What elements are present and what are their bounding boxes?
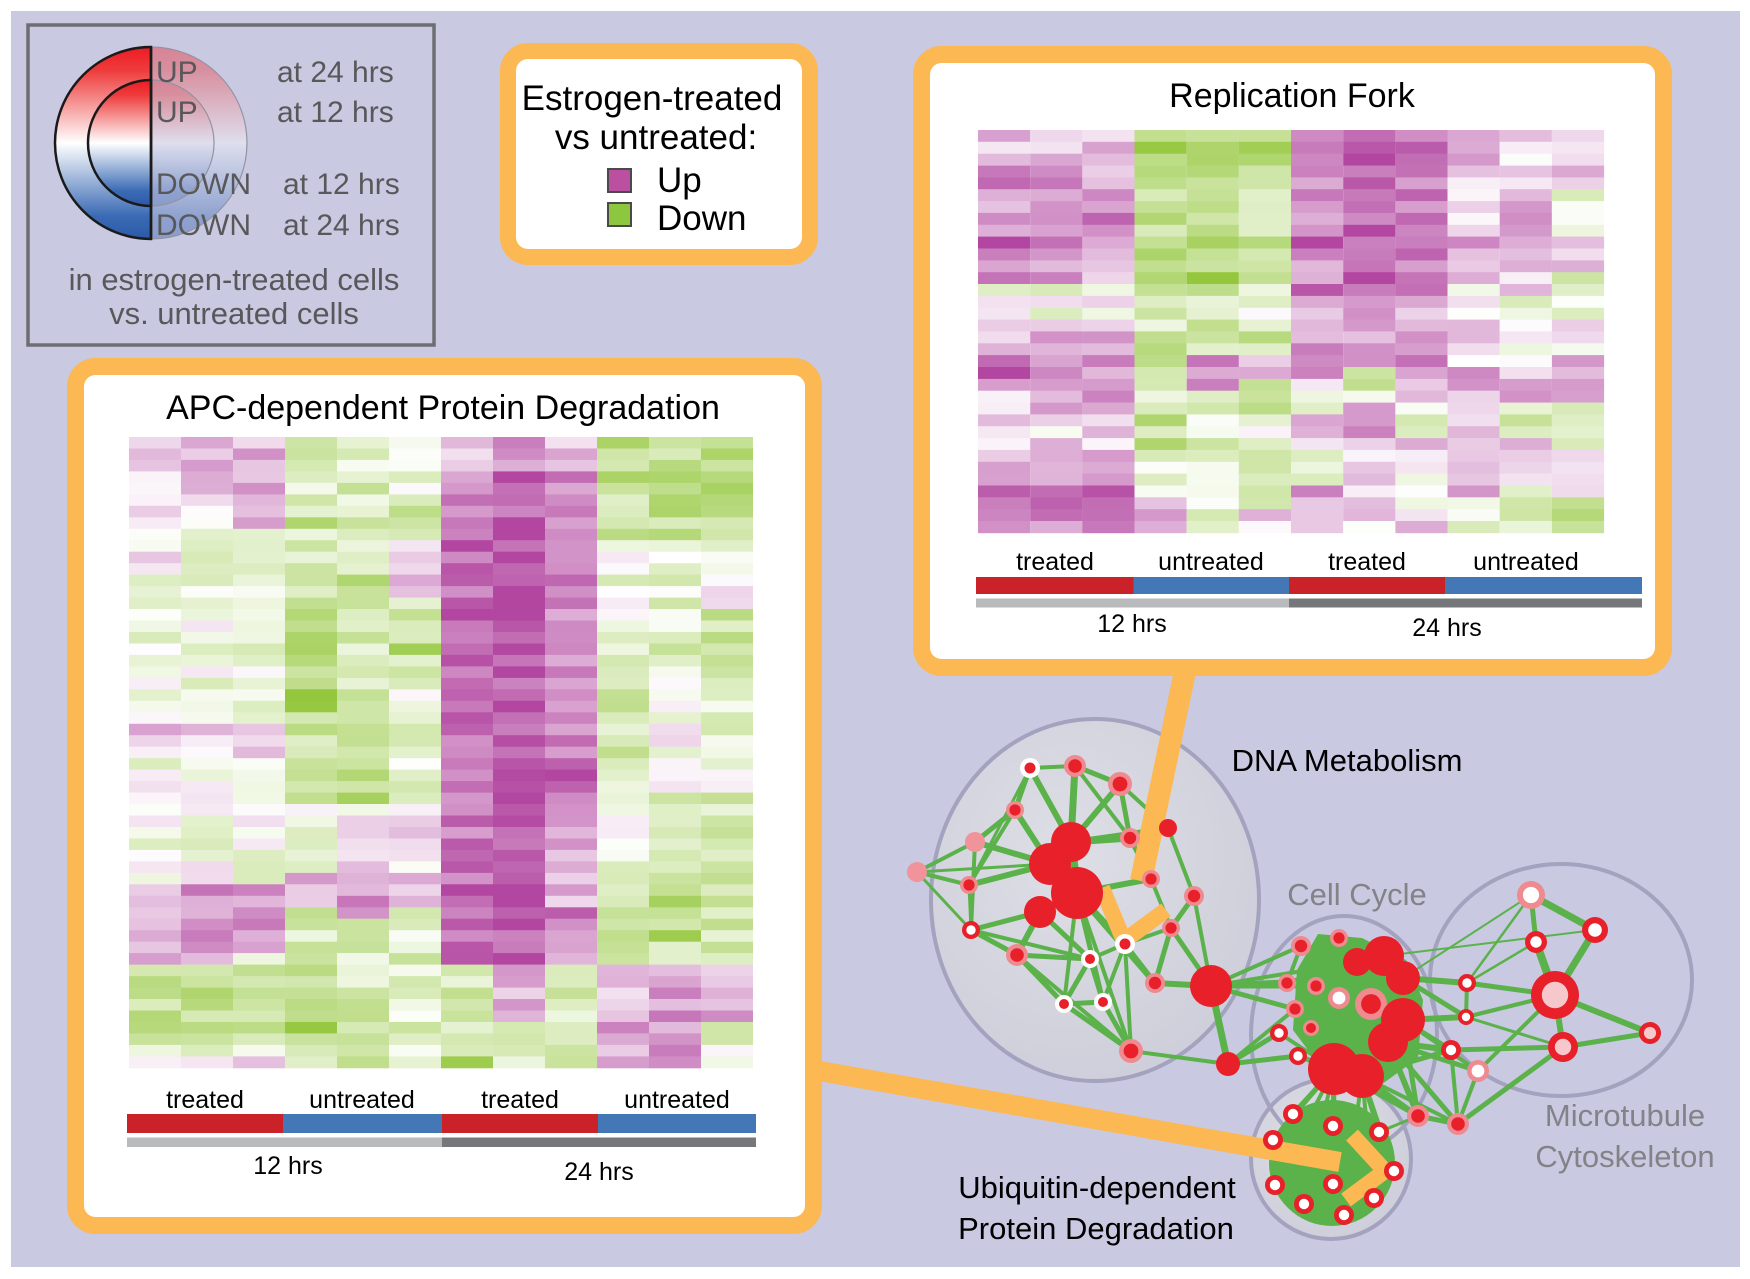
svg-text:24 hrs: 24 hrs (564, 1158, 633, 1186)
svg-text:Estrogen-treated: Estrogen-treated (522, 79, 783, 118)
svg-text:untreated: untreated (624, 1086, 730, 1114)
svg-text:APC-dependent Protein Degradat: APC-dependent Protein Degradation (166, 389, 720, 427)
svg-text:Up: Up (657, 161, 702, 200)
svg-text:at 24 hrs: at 24 hrs (277, 56, 394, 89)
svg-text:24 hrs: 24 hrs (1412, 614, 1481, 642)
svg-text:vs. untreated cells: vs. untreated cells (109, 296, 359, 331)
svg-text:untreated: untreated (309, 1086, 415, 1114)
svg-text:untreated: untreated (1473, 548, 1579, 576)
svg-text:at 12 hrs: at 12 hrs (277, 96, 394, 129)
svg-text:Ubiquitin-dependent: Ubiquitin-dependent (958, 1170, 1236, 1205)
svg-text:Down: Down (657, 199, 746, 238)
svg-text:Replication Fork: Replication Fork (1169, 77, 1416, 115)
svg-text:treated: treated (1016, 548, 1094, 576)
svg-text:in estrogen-treated cells: in estrogen-treated cells (69, 262, 400, 297)
svg-text:UP: UP (156, 96, 198, 129)
svg-text:12 hrs: 12 hrs (1097, 610, 1166, 638)
svg-text:at 12 hrs: at 12 hrs (283, 168, 400, 201)
svg-text:vs untreated:: vs untreated: (555, 118, 757, 157)
svg-text:treated: treated (1328, 548, 1406, 576)
svg-text:treated: treated (166, 1086, 244, 1114)
svg-text:Microtubule: Microtubule (1545, 1098, 1705, 1133)
svg-text:12 hrs: 12 hrs (253, 1152, 322, 1180)
svg-text:Cell Cycle: Cell Cycle (1287, 877, 1427, 912)
svg-text:treated: treated (481, 1086, 559, 1114)
svg-text:Protein Degradation: Protein Degradation (958, 1211, 1234, 1246)
svg-text:Cytoskeleton: Cytoskeleton (1535, 1139, 1714, 1174)
svg-text:untreated: untreated (1158, 548, 1264, 576)
svg-text:at 24 hrs: at 24 hrs (283, 209, 400, 242)
svg-text:DNA Metabolism: DNA Metabolism (1232, 743, 1463, 778)
svg-text:DOWN: DOWN (156, 209, 251, 242)
svg-text:DOWN: DOWN (156, 168, 251, 201)
svg-text:UP: UP (156, 56, 198, 89)
